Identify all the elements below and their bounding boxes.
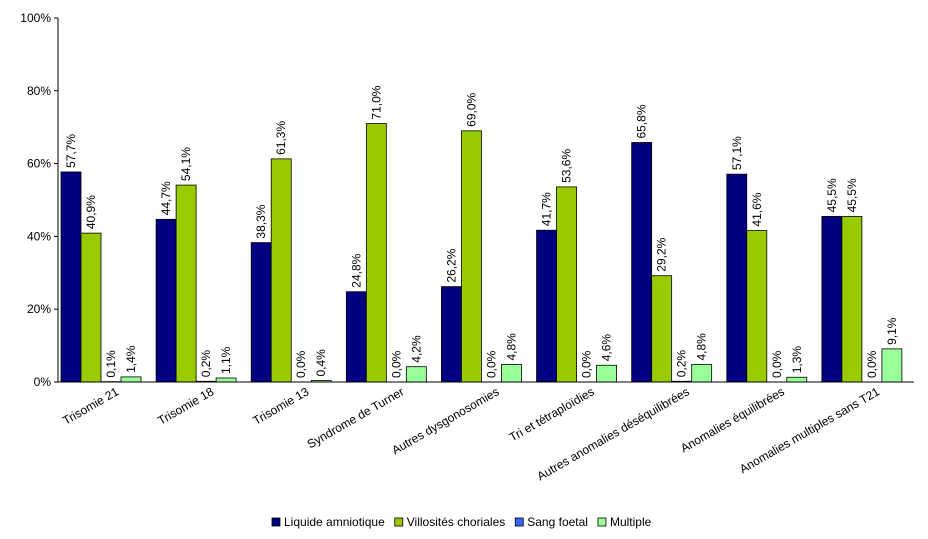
x-axis: Trisomie 21 Trisomie 18 Trisomie 13Syndrom… — [58, 381, 914, 483]
data-label: 4,2% — [409, 335, 423, 363]
legend-swatch — [271, 517, 281, 527]
legend-label: Villosités choriales — [407, 515, 506, 529]
bar — [596, 364, 617, 383]
y-tick-label: 100% — [20, 11, 51, 25]
data-labels: 57,7% 40,9% 0,1% 1,4% 44,7% 54,1% 0,2% 1,1% 38,3… — [64, 85, 899, 378]
y-tick-label: 40% — [27, 229, 51, 243]
data-label: 57,1% — [730, 136, 744, 170]
data-label: 57,7% — [64, 134, 78, 168]
bar — [881, 348, 903, 383]
legend-label: Sang foetal — [527, 515, 588, 529]
bar — [345, 291, 367, 383]
y-axis: 0% 20% 40% 60% 80% 100% — [20, 11, 59, 389]
x-category-label: Syndrome de Turner — [305, 384, 407, 451]
data-label: 45,5% — [845, 178, 859, 212]
y-tick-label: 0% — [34, 375, 52, 389]
legend-swatch — [597, 517, 607, 527]
legend-label: Liquide amniotique — [284, 515, 385, 529]
data-label: 65,8% — [635, 104, 649, 138]
data-label: 1,3% — [790, 346, 804, 374]
bar — [631, 142, 653, 383]
data-label: 41,6% — [750, 192, 764, 226]
bar — [821, 215, 843, 383]
data-label: 44,7% — [159, 181, 173, 215]
data-label: 0,2% — [675, 350, 689, 378]
data-label: 61,3% — [274, 121, 288, 155]
y-tick-label: 60% — [27, 157, 51, 171]
legend-swatch — [394, 517, 404, 527]
y-tick-label: 20% — [27, 302, 51, 316]
x-category-label: Trisomie 18 — [155, 384, 216, 427]
bar — [60, 171, 82, 383]
data-label: 0,1% — [104, 350, 118, 378]
data-label: 1,4% — [124, 345, 138, 373]
y-tick-label: 80% — [27, 84, 51, 98]
bars — [60, 123, 903, 383]
data-label: 4,8% — [695, 333, 709, 361]
x-category-label: Trisomie 13 — [250, 384, 311, 427]
data-label: 45,5% — [825, 178, 839, 212]
data-label: 26,2% — [444, 248, 458, 282]
x-category-label: Autres anomalies déséquilibrées — [535, 384, 692, 483]
bar — [536, 229, 557, 383]
data-label: 4,6% — [600, 334, 614, 362]
legend: Liquide amniotique Villosités choriales Sa… — [271, 515, 652, 529]
bar — [746, 230, 768, 383]
bar — [175, 184, 197, 383]
bar — [651, 275, 673, 383]
bar — [405, 366, 427, 383]
x-category-label: Autres dysgonosomies — [389, 384, 501, 457]
data-label: 24,8% — [349, 253, 363, 287]
legend-swatch — [514, 517, 524, 527]
bar — [841, 215, 863, 383]
data-label: 0,0% — [770, 350, 784, 378]
bar — [120, 376, 142, 383]
data-label: 69,0% — [464, 92, 478, 126]
bar — [691, 364, 713, 383]
bar — [80, 232, 102, 383]
data-label: 53,6% — [560, 149, 574, 183]
bar — [215, 377, 237, 383]
bar — [726, 173, 748, 383]
data-label: 40,9% — [84, 195, 98, 229]
data-label: 71,0% — [369, 85, 383, 119]
data-label: 9,1% — [885, 317, 899, 345]
data-label: 0,0% — [865, 350, 879, 378]
data-label: 41,7% — [540, 192, 554, 226]
bar — [556, 186, 577, 383]
data-label: 38,3% — [254, 204, 268, 238]
bar — [441, 286, 462, 383]
data-label: 4,8% — [504, 333, 518, 361]
bar — [461, 130, 482, 383]
data-label: 0,0% — [294, 350, 308, 378]
bar — [365, 123, 387, 383]
x-category-label: Trisomie 21 — [60, 384, 121, 427]
data-label: 0,2% — [199, 350, 213, 378]
data-label: 29,2% — [655, 237, 669, 271]
data-label: 54,1% — [179, 147, 193, 181]
legend-label: Multiple — [610, 515, 652, 529]
data-label: 0,0% — [484, 350, 498, 378]
bar — [270, 158, 292, 383]
data-label: 0,4% — [314, 349, 328, 377]
bar — [250, 242, 272, 383]
bar — [786, 376, 808, 383]
bar — [155, 218, 177, 383]
bar — [501, 364, 522, 383]
x-category-label: Tri et tétraploïdies — [507, 384, 597, 444]
data-label: 0,0% — [580, 350, 594, 378]
data-label: 0,0% — [389, 350, 403, 378]
data-label: 1,1% — [219, 346, 233, 374]
